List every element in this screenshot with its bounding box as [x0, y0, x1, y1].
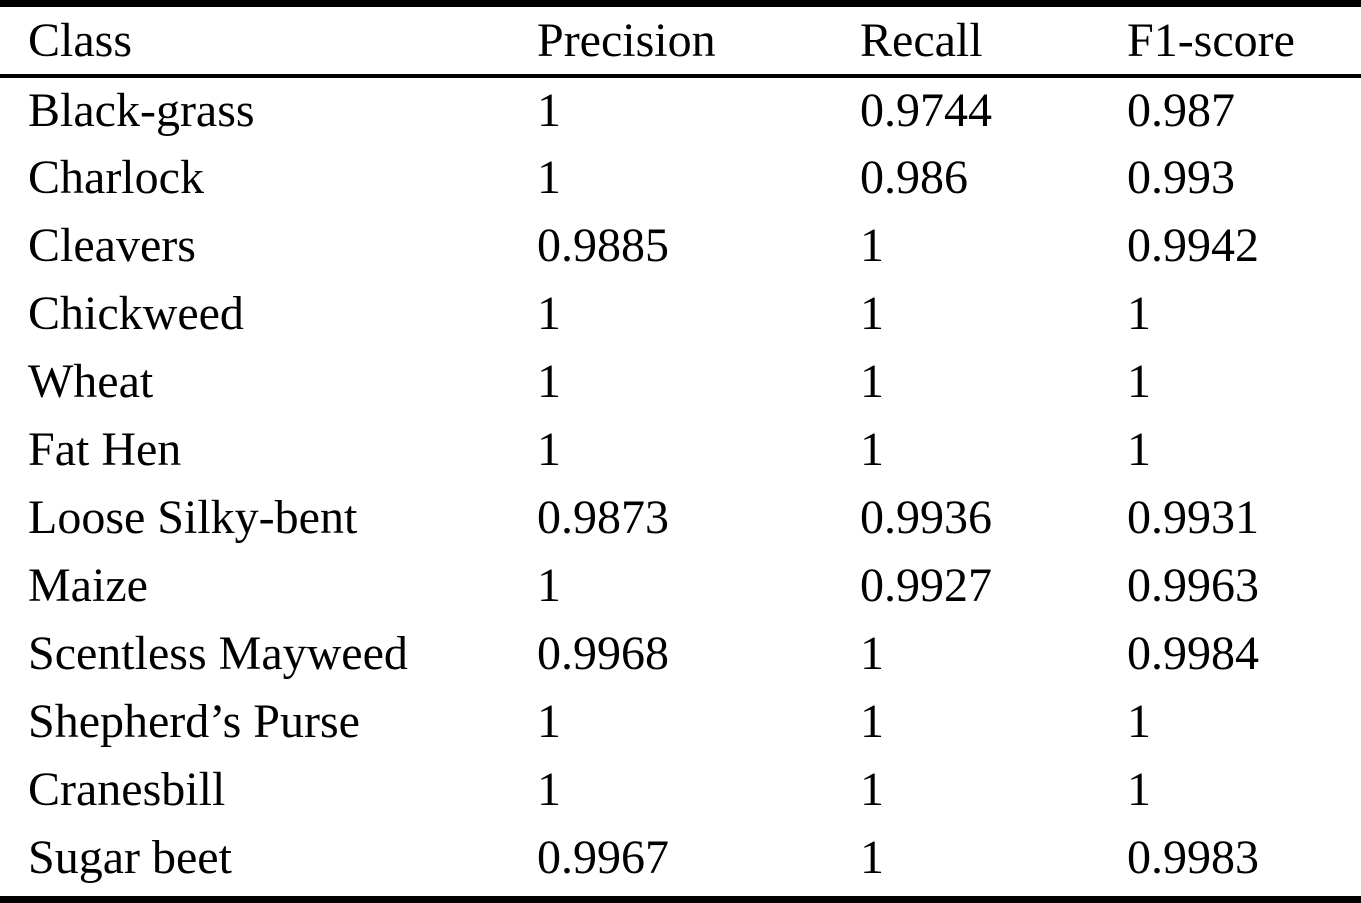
precision-value-cell: 1 [537, 423, 561, 476]
table-row: Cleavers 0.9885 1 0.9942 [0, 212, 1361, 280]
class-name-cell: Shepherd’s Purse [28, 695, 360, 748]
class-name-cell: Chickweed [28, 287, 244, 340]
recall-value-cell: 0.9927 [860, 559, 992, 612]
table-row: Black-grass 1 0.9744 0.987 [0, 76, 1361, 144]
header-row: Class Precision Recall F1-score [0, 7, 1361, 78]
table-row: Charlock 1 0.986 0.993 [0, 144, 1361, 212]
recall-value-cell: 1 [860, 763, 884, 816]
recall-value-cell: 0.986 [860, 151, 968, 204]
class-name-cell: Cleavers [28, 219, 196, 272]
recall-value-cell: 1 [860, 627, 884, 680]
table-row: Scentless Mayweed 0.9968 1 0.9984 [0, 620, 1361, 688]
recall-value-cell: 1 [860, 695, 884, 748]
recall-value-cell: 1 [860, 287, 884, 340]
f1-score-value-cell: 1 [1127, 695, 1151, 748]
class-name-cell: Loose Silky-bent [28, 491, 358, 544]
f1-score-value-cell: 1 [1127, 287, 1151, 340]
recall-value-cell: 1 [860, 423, 884, 476]
precision-value-cell: 0.9885 [537, 219, 669, 272]
recall-value-cell: 1 [860, 219, 884, 272]
f1-score-value-cell: 1 [1127, 763, 1151, 816]
f1-score-value-cell: 1 [1127, 423, 1151, 476]
f1-score-value-cell: 1 [1127, 355, 1151, 408]
recall-value-cell: 1 [860, 355, 884, 408]
precision-value-cell: 1 [537, 763, 561, 816]
recall-value-cell: 1 [860, 831, 884, 884]
table-row: Chickweed 1 1 1 [0, 280, 1361, 348]
class-name-cell: Scentless Mayweed [28, 627, 408, 680]
table-row: Wheat 1 1 1 [0, 348, 1361, 416]
table-row: Shepherd’s Purse 1 1 1 [0, 688, 1361, 756]
class-name-cell: Maize [28, 559, 148, 612]
precision-value-cell: 1 [537, 84, 561, 137]
class-name-cell: Black-grass [28, 84, 255, 137]
classification-report-table: Class Precision Recall F1-score Black-gr… [0, 7, 1361, 892]
class-name-cell: Wheat [28, 355, 154, 408]
precision-value-cell: 1 [537, 151, 561, 204]
table-row: Maize 1 0.9927 0.9963 [0, 552, 1361, 620]
class-name-cell: Fat Hen [28, 423, 182, 476]
class-name-cell: Charlock [28, 151, 204, 204]
precision-value-cell: 1 [537, 695, 561, 748]
table-row: Sugar beet 0.9967 1 0.9983 [0, 824, 1361, 892]
class-name-cell: Cranesbill [28, 763, 226, 816]
f1-score-value-cell: 0.993 [1127, 151, 1235, 204]
table-row: Fat Hen 1 1 1 [0, 416, 1361, 484]
precision-value-cell: 0.9873 [537, 491, 669, 544]
table-header: Class Precision Recall F1-score [0, 7, 1361, 78]
precision-value-cell: 0.9967 [537, 831, 669, 884]
f1-score-value-cell: 0.9984 [1127, 627, 1259, 680]
table-row: Cranesbill 1 1 1 [0, 756, 1361, 824]
precision-value-cell: 1 [537, 355, 561, 408]
precision-value-cell: 1 [537, 559, 561, 612]
table-body: Black-grass 1 0.9744 0.987 Charlock 1 0.986 0.9… [0, 76, 1361, 892]
precision-value-cell: 1 [537, 287, 561, 340]
class-name-cell: Sugar beet [28, 831, 232, 884]
column-header-class: Class [0, 7, 537, 78]
recall-value-cell: 0.9936 [860, 491, 992, 544]
f1-score-value-cell: 0.9963 [1127, 559, 1259, 612]
column-header-precision: Precision [537, 7, 860, 78]
f1-score-value-cell: 0.9942 [1127, 219, 1259, 272]
recall-value-cell: 0.9744 [860, 84, 992, 137]
precision-value-cell: 0.9968 [537, 627, 669, 680]
f1-score-value-cell: 0.9931 [1127, 491, 1259, 544]
f1-score-value-cell: 0.987 [1127, 84, 1235, 137]
f1-score-value-cell: 0.9983 [1127, 831, 1259, 884]
column-header-f1-score: F1-score [1127, 7, 1361, 78]
table-row: Loose Silky-bent 0.9873 0.9936 0.9931 [0, 484, 1361, 552]
column-header-recall: Recall [860, 7, 1127, 78]
